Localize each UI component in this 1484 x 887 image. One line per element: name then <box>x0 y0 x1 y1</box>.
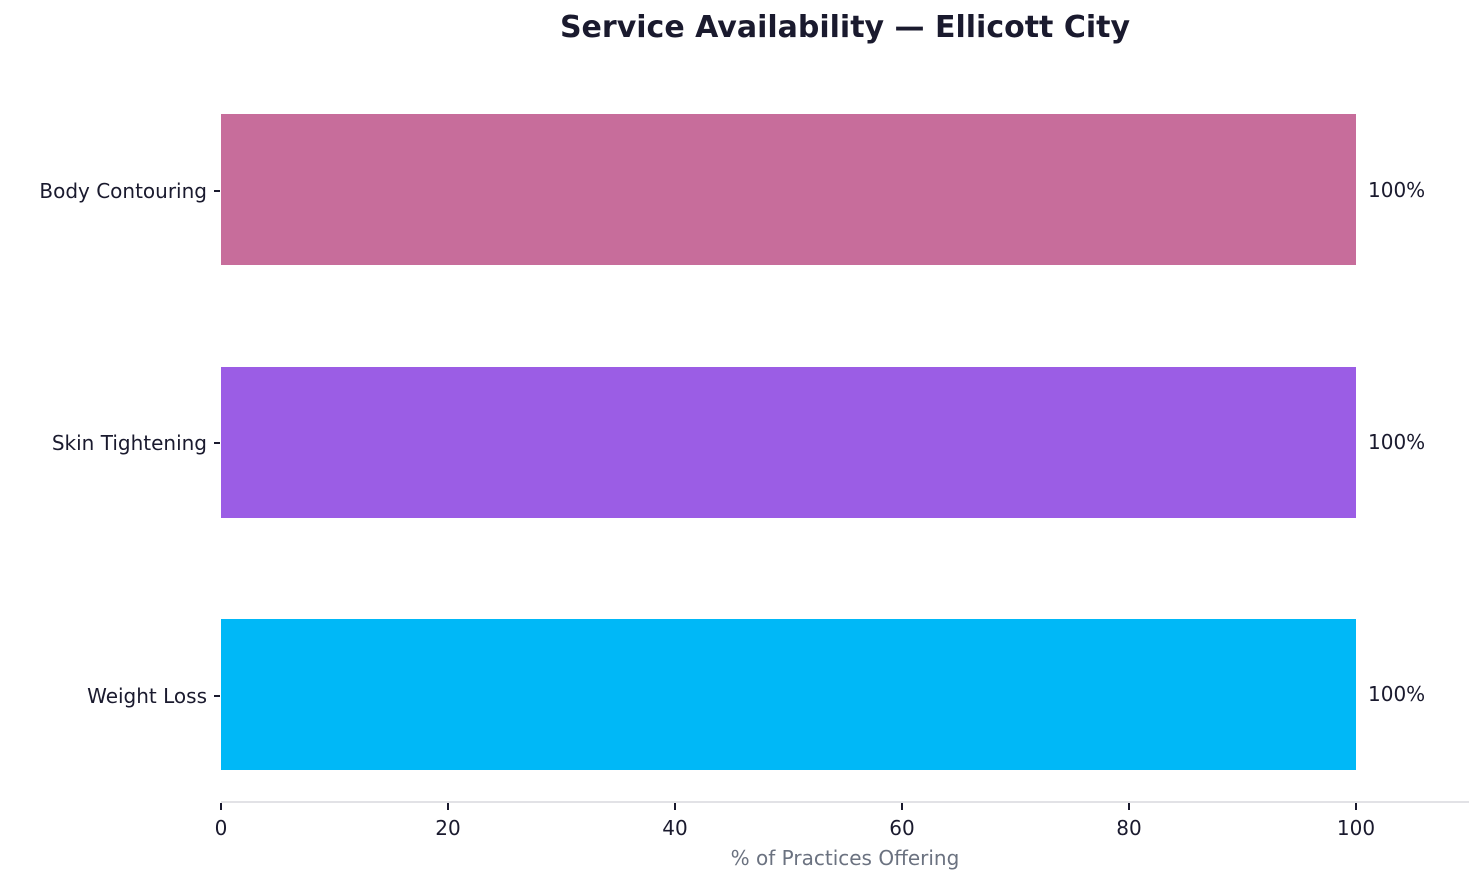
y-tick <box>214 190 220 192</box>
y-tick <box>214 442 220 444</box>
y-tick <box>214 695 220 697</box>
x-tick-label: 80 <box>1116 816 1142 840</box>
bar-body-contouring <box>221 114 1356 265</box>
chart-title: Service Availability — Ellicott City <box>559 10 1131 45</box>
x-tick-label: 60 <box>889 816 915 840</box>
bar-value-label: 100% <box>1368 178 1426 202</box>
x-tick <box>901 803 903 810</box>
bar-value-label: 100% <box>1368 430 1426 454</box>
x-tick <box>220 803 222 810</box>
y-axis-labels: Body Contouring Skin Tightening Weight L… <box>0 80 207 802</box>
x-axis-title: % of Practices Offering <box>730 846 960 870</box>
x-tick-label: 20 <box>435 816 461 840</box>
plot-area: 100% 100% 100% <box>221 80 1469 802</box>
category-label: Weight Loss <box>87 684 207 708</box>
x-tick <box>1355 803 1357 810</box>
x-tick-label: 0 <box>214 816 228 840</box>
category-label: Skin Tightening <box>51 431 207 455</box>
x-tick <box>674 803 676 810</box>
bar-weight-loss <box>221 619 1356 770</box>
x-tick <box>1128 803 1130 810</box>
x-tick-label: 100 <box>1336 816 1376 840</box>
x-tick <box>447 803 449 810</box>
bar-skin-tightening <box>221 367 1356 518</box>
bar-value-label: 100% <box>1368 682 1426 706</box>
category-label: Body Contouring <box>39 179 207 203</box>
x-tick-label: 40 <box>662 816 688 840</box>
x-axis-spine <box>221 801 1469 803</box>
